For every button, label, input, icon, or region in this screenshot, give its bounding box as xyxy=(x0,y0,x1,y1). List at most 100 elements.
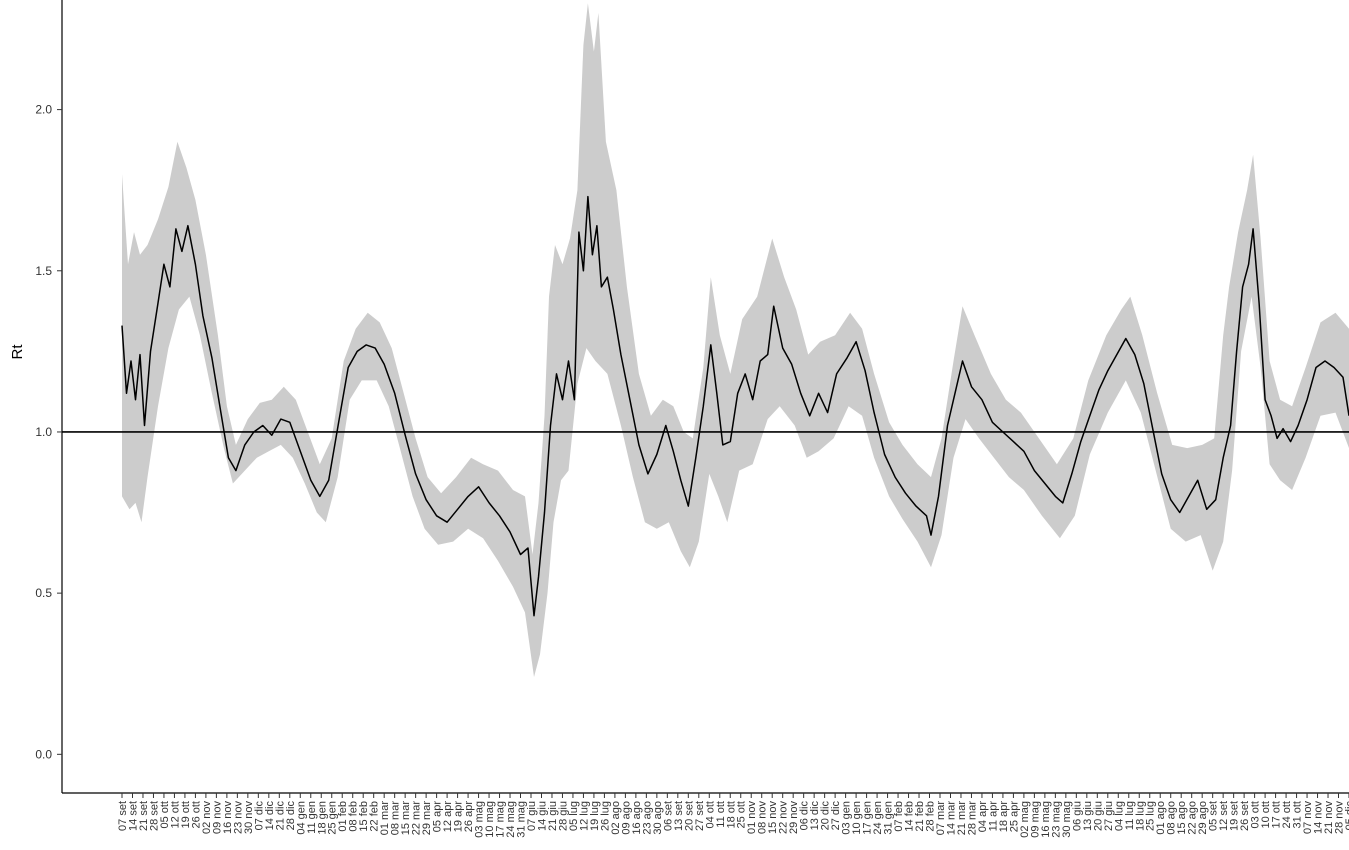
x-tick-label: 11 apr xyxy=(987,801,999,832)
x-tick-label: 23 ago xyxy=(641,801,653,835)
x-tick-label: 17 gen xyxy=(862,801,874,835)
x-tick-label: 26 ott xyxy=(190,801,202,829)
x-tick-label: 28 nov xyxy=(1334,801,1346,835)
x-tick-label: 07 feb xyxy=(893,801,905,832)
x-tick-label: 07 set xyxy=(117,801,129,831)
x-tick-label: 25 lug xyxy=(1145,801,1157,831)
x-tick-label: 18 apr xyxy=(998,801,1010,833)
x-tick-label: 13 dic xyxy=(809,801,821,831)
rt-series-layer xyxy=(121,195,1349,617)
x-tick-label: 29 mar xyxy=(421,801,433,836)
x-tick-label: 17 mag xyxy=(495,801,507,838)
x-tick-label: 07 giu xyxy=(526,801,538,831)
x-tick-label: 08 mar xyxy=(390,801,402,836)
x-tick-label: 18 ott xyxy=(725,801,737,829)
x-tick-label: 12 lug xyxy=(578,801,590,831)
x-tick-label: 12 set xyxy=(1218,801,1230,831)
x-tick-label: 16 nov xyxy=(222,801,234,835)
x-tick-label: 10 mag xyxy=(484,801,496,838)
x-tick-label: 21 set xyxy=(138,801,150,831)
x-tick-label: 21 mar xyxy=(956,801,968,836)
x-tick-label: 14 mar xyxy=(946,801,958,836)
x-tick-label: 21 giu xyxy=(547,801,559,831)
x-tick-label: 22 nov xyxy=(778,801,790,835)
x-tick-label: 10 ott xyxy=(1260,801,1272,829)
x-tick-label: 21 nov xyxy=(1323,801,1335,835)
x-tick-label: 05 apr xyxy=(432,801,444,833)
x-tick-label: 20 dic xyxy=(820,801,832,831)
x-tick-label: 06 set xyxy=(662,801,674,831)
axes xyxy=(61,0,1349,794)
x-tick-label: 30 ago xyxy=(652,801,664,835)
x-tick-label: 26 set xyxy=(1239,801,1251,831)
x-tick-label: 06 dic xyxy=(799,801,811,831)
x-tick-label: 01 mar xyxy=(379,801,391,836)
x-tick-label: 05 set xyxy=(1208,801,1220,831)
x-tick-label: 03 mag xyxy=(474,801,486,838)
x-tick-label: 24 gen xyxy=(872,801,884,835)
x-tick-label: 04 ott xyxy=(704,801,716,829)
x-tick-label: 19 apr xyxy=(453,801,465,833)
x-tick-label: 15 nov xyxy=(767,801,779,835)
x-tick-label: 14 set xyxy=(128,801,140,831)
x-tick-label: 21 feb xyxy=(914,801,926,832)
x-tick-label: 13 giu xyxy=(1082,801,1094,831)
x-tick-label: 26 lug xyxy=(599,801,611,831)
x-tick-label: 28 set xyxy=(149,801,161,831)
x-tick-label: 15 ago xyxy=(1176,801,1188,835)
x-tick-label: 25 gen xyxy=(327,801,339,835)
y-tick-label: 2.0 xyxy=(35,103,52,117)
x-tick-label: 02 mag xyxy=(1019,801,1031,838)
x-tick-label: 14 nov xyxy=(1313,801,1325,835)
x-tick-label: 23 mag xyxy=(1050,801,1062,838)
x-tick-label: 01 feb xyxy=(337,801,349,832)
x-tick-label: 19 ott xyxy=(180,801,192,829)
x-tick-label: 09 mag xyxy=(1029,801,1041,838)
x-tick-label: 21 dic xyxy=(274,801,286,831)
x-tick-label: 01 nov xyxy=(746,801,758,835)
x-tick-label: 07 dic xyxy=(253,801,265,831)
x-tick-label: 03 gen xyxy=(841,801,853,835)
x-tick-label: 08 ago xyxy=(1166,801,1178,835)
x-tick-label: 04 apr xyxy=(977,801,989,833)
x-tick-label: 14 giu xyxy=(537,801,549,831)
x-tick-label: 11 ott xyxy=(715,801,727,828)
x-tick-label: 28 feb xyxy=(925,801,937,832)
x-tick-label: 05 ott xyxy=(159,801,171,829)
y-ticks: 0.0 0.5 1.0 1.5 2.0 xyxy=(35,103,62,761)
x-tick-label: 15 feb xyxy=(358,801,370,832)
x-tick-label: 20 set xyxy=(683,801,695,831)
x-tick-label: 16 mag xyxy=(1040,801,1052,838)
x-tick-label: 15 mar xyxy=(400,801,412,836)
x-tick-label: 25 apr xyxy=(1008,801,1020,833)
x-tick-label: 05 lug xyxy=(568,801,580,831)
x-tick-label: 27 giu xyxy=(1103,801,1115,831)
x-tick-label: 05 dic xyxy=(1344,801,1349,831)
x-tick-label: 20 giu xyxy=(1092,801,1104,831)
x-tick-label: 16 ago xyxy=(631,801,643,835)
x-tick-label: 24 mag xyxy=(505,801,517,838)
x-tick-label: 13 set xyxy=(673,801,685,831)
x-tick-label: 31 ott xyxy=(1292,801,1304,829)
x-tick-label: 28 giu xyxy=(558,801,570,831)
x-tick-label: 04 lug xyxy=(1113,801,1125,831)
x-tick-label: 12 ott xyxy=(169,801,181,829)
x-tick-label: 23 nov xyxy=(232,801,244,835)
x-tick-label: 12 apr xyxy=(442,801,454,833)
x-tick-label: 04 gen xyxy=(295,801,307,835)
x-tick-label: 01 ago xyxy=(1155,801,1167,835)
x-tick-label: 31 gen xyxy=(883,801,895,835)
x-tick-label: 07 nov xyxy=(1302,801,1314,835)
x-tick-label: 30 nov xyxy=(243,801,255,835)
x-tick-label: 14 dic xyxy=(264,801,276,831)
x-tick-label: 29 ago xyxy=(1197,801,1209,835)
x-tick-label: 27 set xyxy=(694,801,706,831)
x-tick-label: 02 nov xyxy=(201,801,213,835)
x-tick-label: 08 nov xyxy=(757,801,769,835)
x-tick-label: 22 ago xyxy=(1187,801,1199,835)
x-tick-label: 18 lug xyxy=(1134,801,1146,831)
confidence-band-layer xyxy=(122,3,1349,677)
x-tick-label: 06 giu xyxy=(1071,801,1083,831)
